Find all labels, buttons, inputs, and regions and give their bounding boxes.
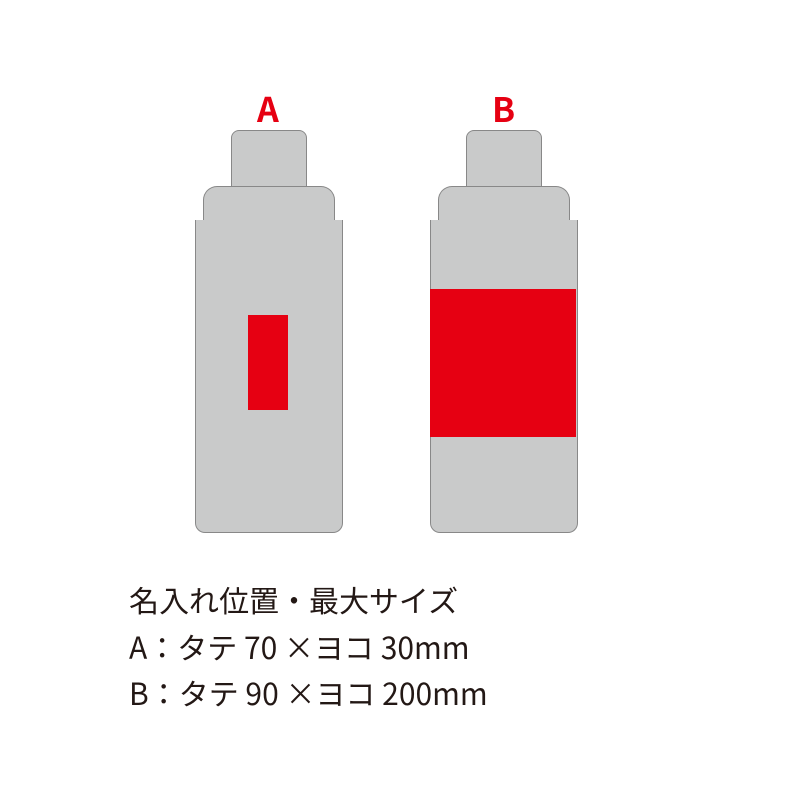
caption-line-a: A：タテ 70 ×ヨコ 30mm	[129, 623, 488, 670]
caption-block: 名入れ位置・最大サイズ A：タテ 70 ×ヨコ 30mm B：タテ 90 ×ヨコ…	[129, 576, 488, 716]
diagram-canvas: { "labels": { "A": "A", "B": "B" }, "cap…	[0, 0, 800, 800]
bottle-a-cap	[231, 130, 307, 188]
label-a: A	[257, 83, 279, 132]
label-b: B	[492, 83, 515, 132]
bottle-a-shoulder	[203, 186, 335, 221]
caption-title: 名入れ位置・最大サイズ	[129, 576, 488, 623]
bottle-b-cap	[466, 130, 542, 188]
print-area-a	[248, 315, 288, 410]
bottle-b-shoulder	[438, 186, 570, 221]
caption-line-b: B：タテ 90 ×ヨコ 200mm	[129, 669, 488, 716]
print-area-b	[430, 289, 576, 437]
